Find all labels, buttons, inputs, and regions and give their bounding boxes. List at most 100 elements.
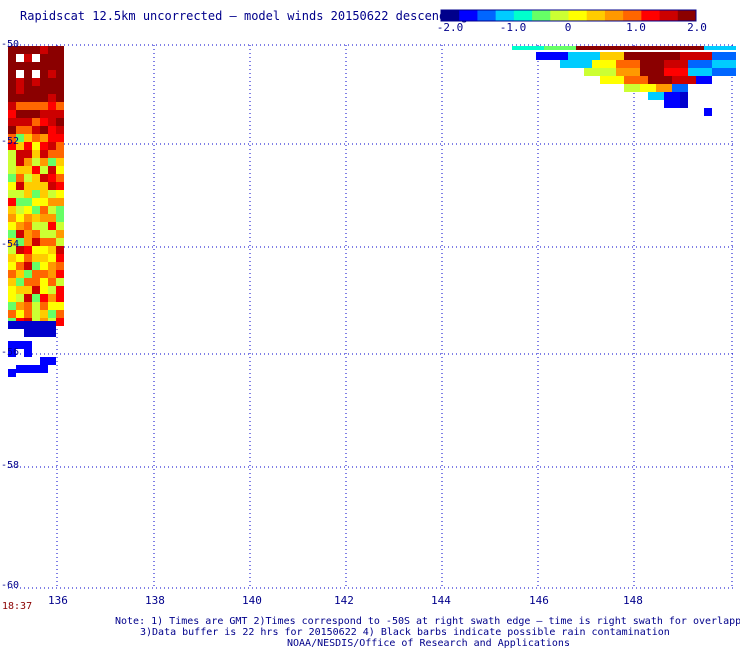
wind-cell: [40, 206, 48, 214]
wind-cell: [48, 126, 56, 134]
wind-cell: [32, 94, 40, 102]
wind-cell: [32, 174, 40, 182]
wind-cell: [680, 46, 688, 50]
wind-cell: [24, 54, 32, 62]
wind-cell: [16, 134, 24, 142]
wind-cell: [40, 310, 48, 318]
wind-cell: [56, 198, 64, 206]
wind-cell: [48, 254, 56, 262]
lon-label-146: 146: [529, 594, 549, 607]
wind-cell: [8, 46, 16, 54]
wind-cell: [16, 222, 24, 230]
wind-cell: [32, 262, 40, 270]
wind-cell: [40, 270, 48, 278]
wind-cell: [32, 246, 40, 254]
wind-cell: [40, 286, 48, 294]
wind-cell: [552, 52, 560, 60]
wind-cell: [624, 76, 632, 84]
wind-cell: [48, 134, 56, 142]
wind-cell: [24, 286, 32, 294]
wind-cell: [696, 68, 704, 76]
wind-cell: [16, 254, 24, 262]
wind-cell: [592, 46, 600, 50]
wind-cell: [568, 60, 576, 68]
wind-cell: [704, 68, 712, 76]
wind-cell: [48, 246, 56, 254]
wind-cell: [32, 150, 40, 158]
wind-cell: [648, 46, 656, 50]
wind-cell: [24, 302, 32, 310]
wind-cell: [8, 134, 16, 142]
wind-cell: [656, 84, 664, 92]
wind-cell: [672, 84, 680, 92]
wind-cell: [48, 198, 56, 206]
wind-cell: [664, 84, 672, 92]
wind-cell: [8, 294, 16, 302]
wind-cell: [688, 60, 696, 68]
wind-cell: [8, 70, 16, 78]
wind-cell: [48, 294, 56, 302]
wind-cell: [632, 46, 640, 50]
wind-cell: [8, 369, 16, 377]
wind-cell: [696, 76, 704, 84]
wind-cell: [56, 302, 64, 310]
wind-cell: [16, 310, 24, 318]
wind-cell: [544, 46, 552, 50]
wind-cell: [40, 357, 48, 365]
wind-cell: [648, 92, 656, 100]
wind-cell: [648, 68, 656, 76]
wind-cell: [8, 62, 16, 70]
wind-cell: [728, 46, 736, 50]
wind-cell: [8, 238, 16, 246]
colorbar-segment: [495, 10, 515, 21]
colorbar-label-neg1: -1.0: [499, 21, 527, 34]
wind-cell: [672, 68, 680, 76]
wind-cell: [8, 198, 16, 206]
wind-cell: [608, 68, 616, 76]
colorbar-label-max: 2.0: [687, 21, 707, 34]
wind-cell: [8, 310, 16, 318]
wind-cell: [56, 110, 64, 118]
wind-cell: [24, 230, 32, 238]
wind-cell: [8, 270, 16, 278]
wind-cell: [32, 310, 40, 318]
wind-cell: [16, 198, 24, 206]
wind-cell: [592, 68, 600, 76]
wind-cell: [48, 321, 56, 329]
wind-cell: [24, 94, 32, 102]
wind-cell: [8, 142, 16, 150]
wind-cell: [8, 182, 16, 190]
wind-cell: [600, 46, 608, 50]
wind-cell: [40, 102, 48, 110]
wind-cell: [24, 142, 32, 150]
wind-cell: [632, 76, 640, 84]
wind-cell: [600, 76, 608, 84]
wind-cell: [16, 286, 24, 294]
wind-cell: [40, 70, 48, 78]
wind-cell: [32, 270, 40, 278]
wind-cell: [48, 110, 56, 118]
wind-cell: [16, 62, 24, 70]
wind-cell: [48, 190, 56, 198]
wind-cell: [688, 68, 696, 76]
wind-cell: [40, 254, 48, 262]
wind-cell: [16, 278, 24, 286]
wind-cell: [40, 78, 48, 86]
wind-cell: [48, 270, 56, 278]
wind-cell: [32, 238, 40, 246]
wind-cell: [24, 270, 32, 278]
wind-cell: [664, 52, 672, 60]
wind-cell: [32, 134, 40, 142]
wind-cell: [32, 46, 40, 54]
wind-cell: [624, 60, 632, 68]
wind-cell: [24, 62, 32, 70]
lon-label-136: 136: [48, 594, 68, 607]
wind-cell: [32, 222, 40, 230]
wind-cell: [24, 294, 32, 302]
wind-cell: [24, 214, 32, 222]
wind-cell: [16, 110, 24, 118]
wind-cell: [48, 78, 56, 86]
wind-cell: [688, 52, 696, 60]
wind-cell: [48, 86, 56, 94]
